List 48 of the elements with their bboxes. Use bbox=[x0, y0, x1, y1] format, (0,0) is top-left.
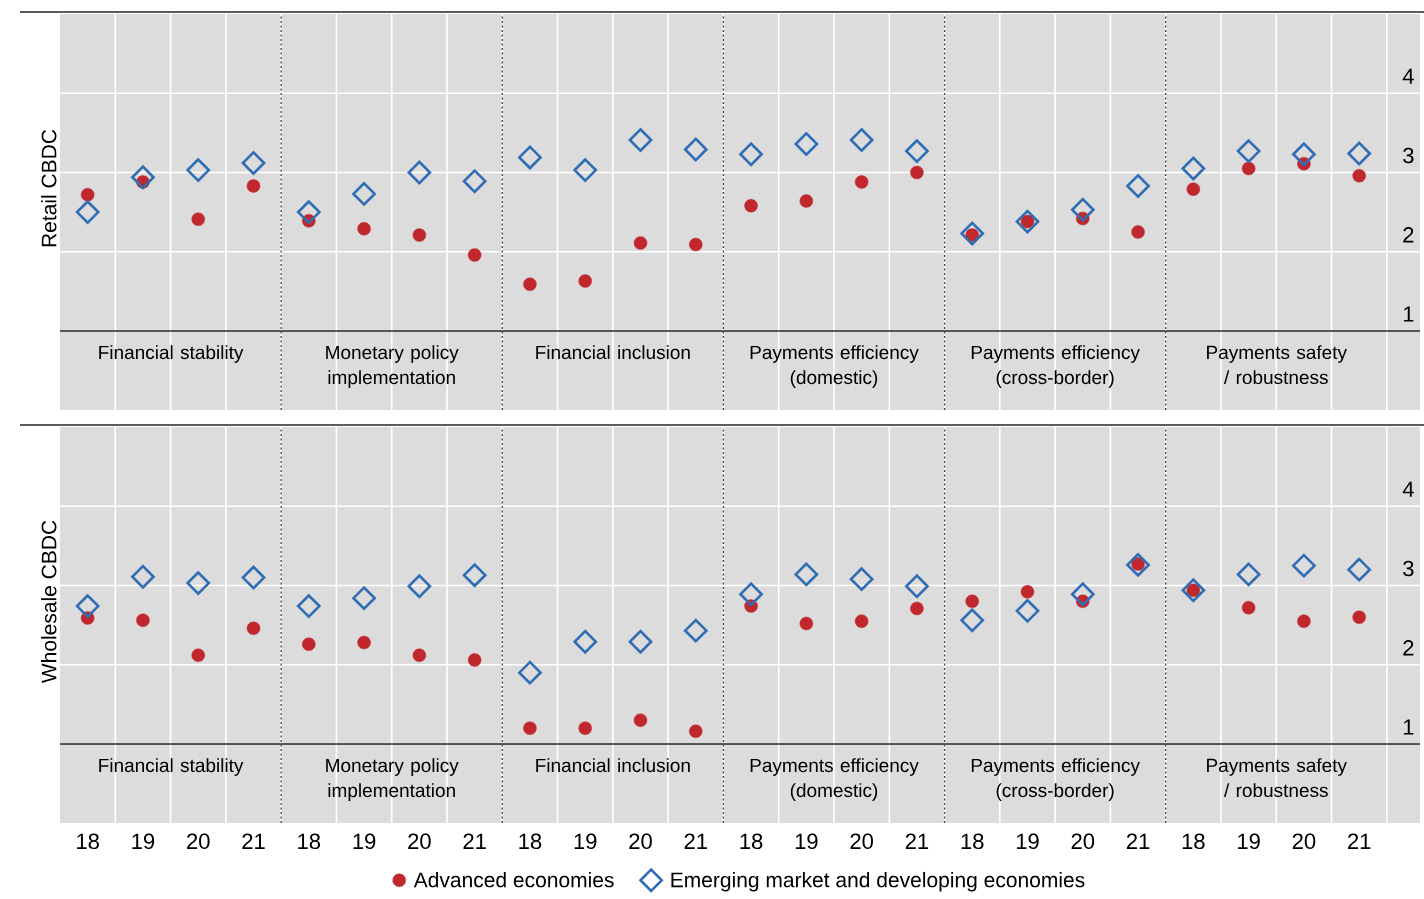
text: Payments efficiency (domestic) bbox=[750, 345, 919, 388]
text: Payments efficiency (cross-border) bbox=[971, 758, 1140, 801]
legend-label: Advanced economies bbox=[413, 871, 614, 888]
x-tick-label: 20 bbox=[629, 833, 652, 850]
x-tick-label: 21 bbox=[1126, 833, 1150, 849]
y-tick-label: 2 bbox=[1403, 227, 1414, 243]
x-tick-label: 18 bbox=[740, 833, 763, 850]
text: Payments efficiency (cross-border) bbox=[971, 345, 1140, 388]
y-tick-label: 3 bbox=[1403, 560, 1414, 577]
x-tick-label: 18 bbox=[77, 833, 99, 850]
x-tick-label: 21 bbox=[684, 833, 707, 849]
x-tick-label: 20 bbox=[1071, 833, 1095, 850]
y-axis-title: Retail CBDC bbox=[41, 129, 57, 247]
y-tick-label: 1 bbox=[1403, 719, 1414, 735]
x-tick-label: 20 bbox=[850, 833, 873, 850]
x-tick-label: 21 bbox=[242, 833, 265, 849]
y-tick-label: 3 bbox=[1403, 147, 1414, 164]
y-tick-label: 2 bbox=[1403, 640, 1414, 656]
x-tick-label: 18 bbox=[1182, 833, 1205, 850]
x-tick-label: 21 bbox=[463, 833, 486, 849]
y-axis-title: Wholesale CBDC bbox=[41, 520, 57, 684]
x-tick-label: 18 bbox=[298, 833, 321, 850]
x-tick-label: 20 bbox=[1292, 833, 1316, 850]
y-tick-label: 1 bbox=[1403, 306, 1414, 322]
text: Monetary policy implementation bbox=[326, 345, 459, 388]
x-tick-label: 20 bbox=[187, 833, 210, 850]
text: Financial inclusion bbox=[536, 758, 690, 773]
x-tick-label: 18 bbox=[519, 833, 542, 850]
y-tick-label: 4 bbox=[1402, 68, 1414, 84]
x-tick-label: 19 bbox=[1238, 833, 1260, 850]
legend-label: Emerging market and developing economies bbox=[671, 871, 1085, 892]
x-tick-label: 21 bbox=[905, 833, 929, 849]
text: Financial stability bbox=[99, 758, 244, 776]
x-tick-label: 20 bbox=[408, 833, 431, 850]
x-tick-label: 19 bbox=[132, 833, 155, 850]
x-tick-label: 21 bbox=[1348, 833, 1371, 849]
x-tick-label: 18 bbox=[961, 833, 984, 850]
text: Payments safety / robustness bbox=[1207, 345, 1347, 385]
x-tick-label: 19 bbox=[353, 833, 376, 850]
text: Payments efficiency (domestic) bbox=[750, 758, 919, 801]
x-tick-label: 19 bbox=[1016, 833, 1039, 850]
text: Financial inclusion bbox=[536, 345, 690, 360]
text: Monetary policy implementation bbox=[326, 758, 459, 801]
text: Payments safety / robustness bbox=[1207, 758, 1347, 798]
x-tick-label: 19 bbox=[574, 833, 597, 850]
text: Financial stability bbox=[99, 345, 244, 363]
y-tick-label: 4 bbox=[1402, 481, 1414, 497]
x-tick-label: 19 bbox=[795, 833, 818, 850]
